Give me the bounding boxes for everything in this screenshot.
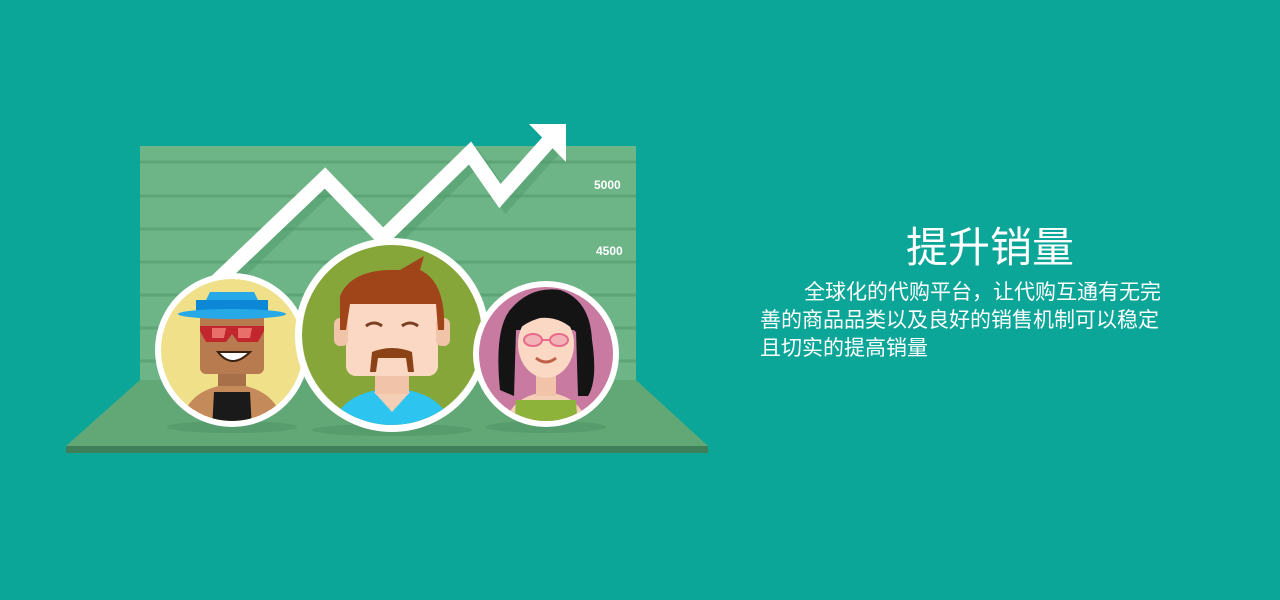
avatar-man-blue-hat — [155, 273, 309, 427]
avatar-man-mustache — [295, 238, 489, 432]
tick-label-4500: 4500 — [596, 244, 623, 258]
avatar-woman-curly-hair — [473, 281, 619, 427]
section-description: 全球化的代购平台，让代购互通有无完 善的商品品类以及良好的销售机制可以稳定 且切… — [760, 278, 1230, 362]
sales-growth-illustration: 5000 4500 — [66, 124, 708, 453]
trend-up-arrow — [209, 124, 566, 295]
description-line-3: 且切实的提高销量 — [760, 336, 928, 360]
description-line-2: 善的商品品类以及良好的销售机制可以稳定 — [760, 308, 1159, 332]
section-title: 提升销量 — [905, 223, 1074, 272]
description-line-1: 全球化的代购平台，让代购互通有无完 — [804, 280, 1161, 304]
tick-label-5000: 5000 — [594, 178, 621, 192]
